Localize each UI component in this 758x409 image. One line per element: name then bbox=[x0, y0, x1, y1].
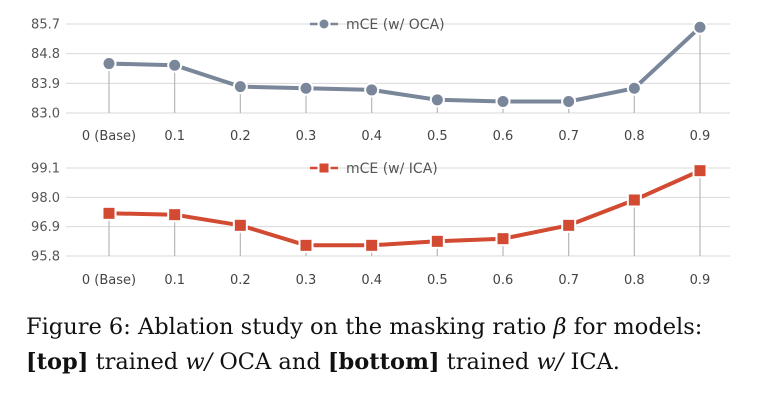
y-tick-label: 99.1 bbox=[31, 162, 60, 177]
x-tick-label: 0.4 bbox=[361, 273, 382, 288]
legend-marker bbox=[317, 17, 331, 31]
data-point bbox=[429, 233, 445, 249]
data-point bbox=[364, 82, 380, 98]
x-tick-label: 0.1 bbox=[164, 129, 185, 144]
x-tick-label: 0.1 bbox=[164, 273, 185, 288]
figure-caption: Figure 6: Ablation study on the masking … bbox=[26, 310, 746, 380]
caption-top-label: [top] bbox=[26, 349, 89, 375]
caption-wslash-2: w/ bbox=[536, 349, 564, 375]
data-point bbox=[364, 237, 380, 253]
x-tick-label: 0.3 bbox=[296, 129, 317, 144]
chart-bottom-ica: 95.8 96.9 98.0 99.1 0 (Base) 0.1 0.2 0.3 0.4 0.5 0… bbox=[31, 161, 730, 288]
x-tick-label: 0.3 bbox=[296, 273, 317, 288]
x-tick-label: 0.9 bbox=[690, 129, 711, 144]
y-tick-label: 83.0 bbox=[31, 107, 60, 122]
chart-top-oca: 83.0 83.9 84.8 85.7 0 (Base) 0.1 0.2 0.3 0.4 0.5 0… bbox=[31, 17, 730, 144]
data-point bbox=[626, 192, 642, 208]
legend-label: mCE (w/ ICA) bbox=[346, 161, 438, 177]
data-point bbox=[495, 93, 511, 109]
caption-wslash-1: w/ bbox=[185, 349, 213, 375]
x-tick-label: 0 (Base) bbox=[82, 129, 136, 144]
caption-beta: β bbox=[553, 314, 567, 340]
caption-bottom-rest: ICA. bbox=[563, 349, 620, 375]
caption-bottom-text: trained bbox=[439, 349, 537, 375]
x-tick-label: 0 (Base) bbox=[82, 273, 136, 288]
data-point bbox=[626, 80, 642, 96]
data-point bbox=[232, 217, 248, 233]
series-line bbox=[107, 25, 702, 104]
caption-top-rest: OCA and bbox=[212, 349, 328, 375]
ablation-figure: 83.0 83.9 84.8 85.7 0 (Base) 0.1 0.2 0.3 0.4 0.5 0… bbox=[31, 17, 730, 288]
data-point bbox=[167, 207, 183, 223]
data-point bbox=[692, 19, 708, 35]
x-tick-label: 0.4 bbox=[361, 129, 382, 144]
caption-prefix: Figure 6: Ablation study on the masking … bbox=[26, 314, 554, 340]
x-tick-label: 0.5 bbox=[427, 273, 448, 288]
caption-bottom-label: [bottom] bbox=[327, 349, 440, 375]
data-point bbox=[101, 205, 117, 221]
y-tick-label: 84.8 bbox=[31, 47, 60, 62]
x-tick-label: 0.5 bbox=[427, 129, 448, 144]
x-tick-label: 0.2 bbox=[230, 273, 251, 288]
caption-top-text: trained bbox=[88, 349, 186, 375]
y-tick-label: 83.9 bbox=[31, 77, 60, 92]
y-tick-label: 85.7 bbox=[31, 18, 60, 33]
data-point bbox=[298, 80, 314, 96]
data-point bbox=[101, 56, 117, 72]
x-tick-label: 0.2 bbox=[230, 129, 251, 144]
data-point bbox=[167, 57, 183, 73]
x-tick-label: 0.6 bbox=[493, 129, 514, 144]
x-tick-label: 0.7 bbox=[558, 129, 579, 144]
x-tick-label: 0.6 bbox=[493, 273, 514, 288]
data-point bbox=[232, 79, 248, 95]
legend-label: mCE (w/ OCA) bbox=[346, 17, 445, 33]
x-tick-label: 0.7 bbox=[558, 273, 579, 288]
x-tick-label: 0.9 bbox=[690, 273, 711, 288]
data-point bbox=[561, 93, 577, 109]
y-tick-label: 95.8 bbox=[31, 250, 60, 265]
legend-marker bbox=[317, 161, 331, 175]
data-point bbox=[561, 217, 577, 233]
data-point bbox=[692, 163, 708, 179]
y-tick-label: 96.9 bbox=[31, 220, 60, 235]
x-tick-label: 0.8 bbox=[624, 273, 645, 288]
x-tick-label: 0.8 bbox=[624, 129, 645, 144]
data-point bbox=[429, 92, 445, 108]
data-point bbox=[495, 231, 511, 247]
series-line bbox=[107, 168, 702, 248]
y-tick-label: 98.0 bbox=[31, 191, 60, 206]
caption-suffix: for models: bbox=[566, 314, 703, 340]
data-point bbox=[298, 237, 314, 253]
